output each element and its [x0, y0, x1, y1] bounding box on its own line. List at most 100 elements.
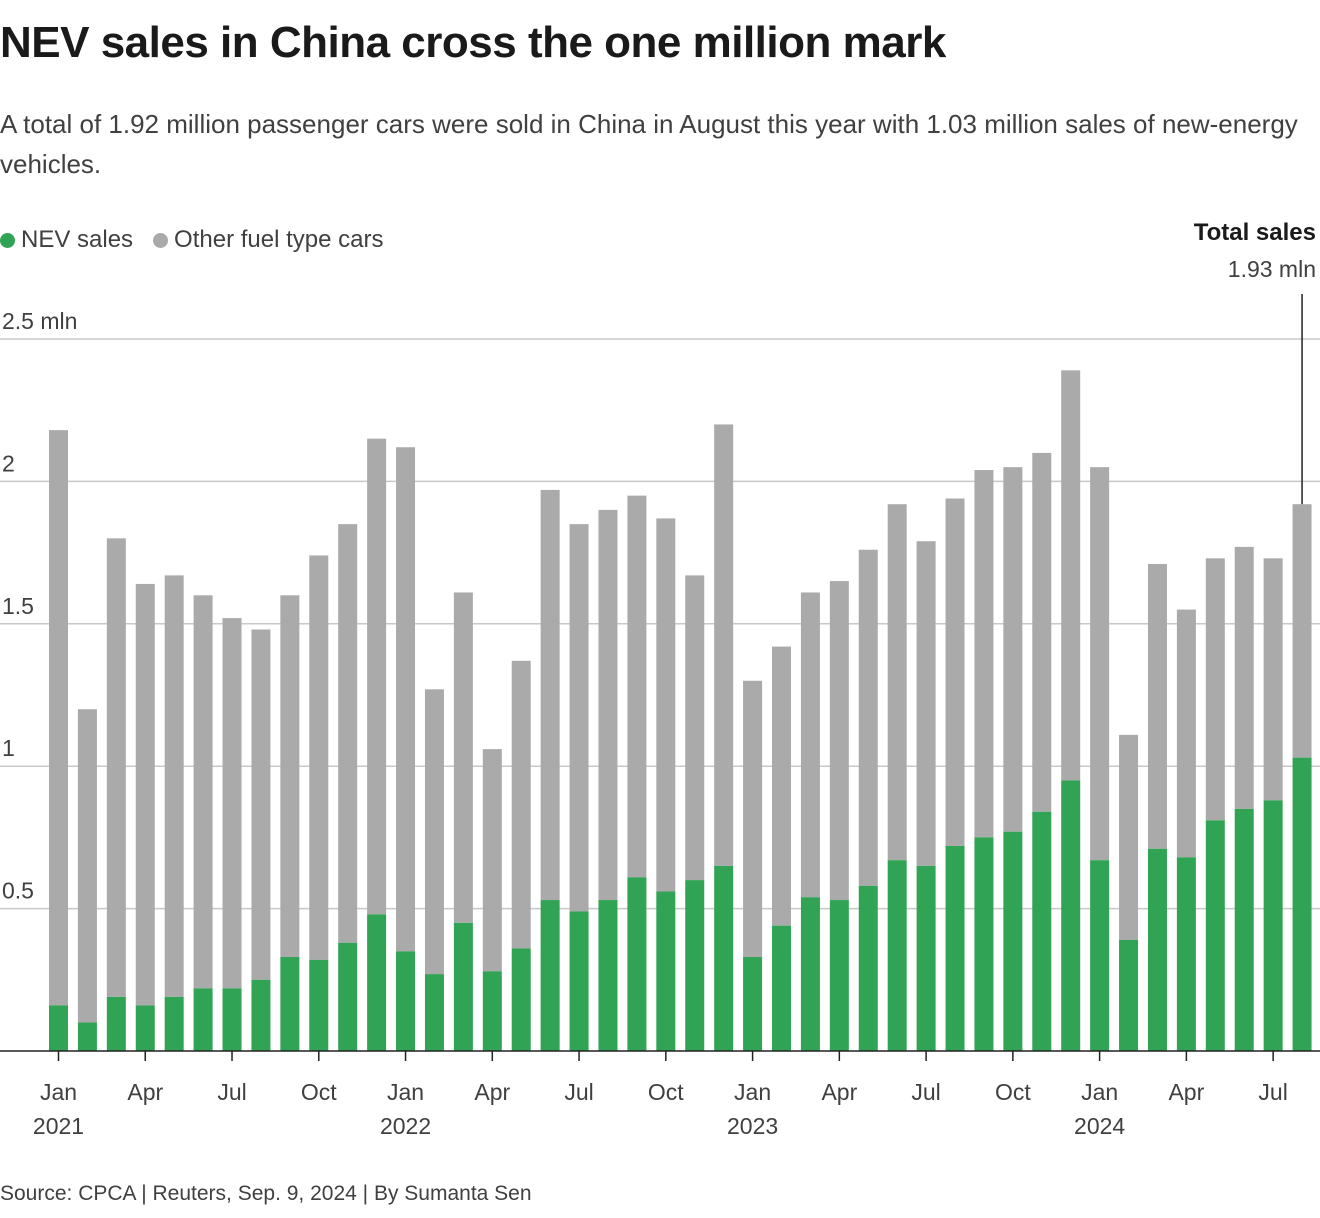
- x-tick-label: Jul: [1258, 1079, 1287, 1105]
- bar-nev: [49, 1005, 68, 1051]
- x-tick-label: Jan: [1081, 1079, 1118, 1105]
- bar-nev: [1003, 831, 1023, 1051]
- bar-nev: [1292, 757, 1312, 1051]
- x-tick-year-label: 2023: [727, 1113, 778, 1139]
- bar-nev: [77, 1022, 97, 1051]
- bar-nev: [800, 897, 820, 1051]
- bar-nev: [1032, 811, 1052, 1051]
- bar-nev: [424, 974, 444, 1051]
- bar-nev: [598, 900, 618, 1051]
- bar-nev: [1234, 808, 1254, 1051]
- bar-nev: [772, 925, 791, 1051]
- bar-nev: [656, 891, 676, 1051]
- legend-dot-nev-icon: [0, 232, 15, 248]
- bar-other: [1176, 609, 1196, 858]
- bar-nev: [106, 996, 126, 1051]
- annotation-label: Total sales: [1193, 219, 1316, 246]
- legend: NEV sales Other fuel type cars: [0, 226, 403, 254]
- bar-other: [858, 549, 878, 886]
- bar-nev: [338, 942, 358, 1051]
- bar-other: [77, 709, 97, 1023]
- bar-other: [1292, 504, 1312, 758]
- x-tick-label: Jan: [387, 1079, 424, 1105]
- x-tick-year-label: 2022: [380, 1113, 431, 1139]
- legend-item-other: Other fuel type cars: [153, 226, 383, 254]
- annotation-value: 1.93 mln: [1227, 256, 1316, 282]
- bar-other: [887, 504, 907, 861]
- bar-other: [569, 524, 589, 912]
- bar-nev: [309, 959, 329, 1051]
- legend-dot-other-icon: [153, 232, 169, 248]
- bar-nev: [1205, 820, 1225, 1051]
- chart-title: NEV sales in China cross the one million…: [0, 18, 946, 67]
- x-tick-label: Jul: [217, 1079, 246, 1105]
- bar-nev: [164, 996, 184, 1051]
- bar-other: [280, 595, 300, 958]
- bar-nev: [1061, 780, 1081, 1051]
- bar-other: [916, 541, 936, 866]
- bar-other: [974, 470, 994, 838]
- bar-other: [598, 509, 618, 901]
- y-tick-label: 1: [2, 735, 15, 761]
- x-tick-label: Jul: [911, 1079, 940, 1105]
- bar-other: [49, 430, 68, 1006]
- legend-item-nev: NEV sales: [0, 226, 133, 254]
- bar-other: [1003, 467, 1023, 832]
- bar-other: [1090, 467, 1110, 861]
- bar-other: [424, 689, 444, 975]
- bar-other: [945, 498, 965, 846]
- bar-nev: [251, 979, 271, 1051]
- bar-other: [511, 660, 531, 949]
- bar-nev: [858, 885, 878, 1051]
- x-tick-label: Apr: [1168, 1079, 1204, 1105]
- bar-other: [656, 518, 676, 892]
- bar-other: [193, 595, 213, 989]
- bar-other: [1119, 734, 1139, 940]
- bar-other: [1147, 563, 1167, 849]
- bar-nev: [627, 877, 647, 1051]
- bar-nev: [916, 865, 936, 1051]
- x-tick-label: Apr: [821, 1079, 857, 1105]
- legend-label-other: Other fuel type cars: [174, 226, 384, 253]
- y-tick-label: 1.5: [2, 593, 34, 619]
- bar-other: [772, 646, 791, 926]
- bar-other: [1263, 558, 1283, 801]
- bar-other: [309, 555, 329, 960]
- x-tick-label: Jan: [40, 1079, 77, 1105]
- bar-other: [800, 592, 820, 898]
- bar-nev: [887, 860, 907, 1051]
- bar-other: [1061, 370, 1081, 781]
- bar-nev: [280, 957, 300, 1051]
- bar-other: [135, 583, 155, 1006]
- bar-nev: [685, 880, 705, 1051]
- bar-other: [1205, 558, 1225, 821]
- y-tick-label: 2: [2, 450, 15, 476]
- bar-nev: [743, 957, 763, 1051]
- bar-other: [396, 447, 416, 952]
- x-tick-label: Jul: [564, 1079, 593, 1105]
- legend-label-nev: NEV sales: [21, 226, 134, 253]
- bar-other: [453, 592, 473, 923]
- y-tick-label: 0.5: [2, 878, 34, 904]
- bar-other: [829, 581, 849, 901]
- y-tick-label: 2.5 mln: [2, 308, 77, 334]
- bar-other: [251, 629, 271, 980]
- x-tick-label: Jan: [734, 1079, 771, 1105]
- bar-nev: [222, 988, 242, 1051]
- bar-nev: [135, 1005, 155, 1051]
- bar-other: [1234, 546, 1254, 809]
- bar-other: [222, 618, 242, 989]
- x-tick-label: Apr: [127, 1079, 163, 1105]
- bar-other: [338, 524, 358, 943]
- bar-other: [714, 424, 734, 866]
- bar-nev: [569, 911, 589, 1051]
- chart-subtitle: A total of 1.92 million passenger cars w…: [0, 109, 1298, 179]
- bar-nev: [453, 922, 473, 1051]
- x-tick-label: Apr: [474, 1079, 510, 1105]
- bar-other: [743, 680, 763, 958]
- bar-nev: [367, 914, 387, 1051]
- x-tick-year-label: 2021: [33, 1113, 84, 1139]
- source-note: Source: CPCA | Reuters, Sep. 9, 2024 | B…: [0, 1182, 532, 1205]
- bar-other: [627, 495, 647, 878]
